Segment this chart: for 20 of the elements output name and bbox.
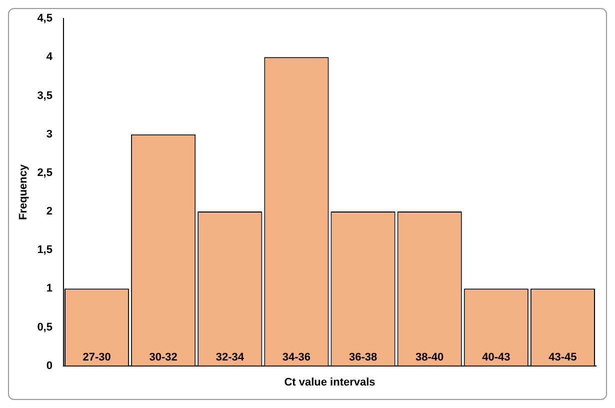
y-tick-label: 4,5 [37,12,52,25]
x-tick-label: 43-45 [548,351,577,364]
x-tick-label: 30-32 [149,351,178,364]
y-tick-label: 4 [46,51,54,64]
y-tick-label: 0,5 [37,321,52,334]
x-tick-label: 38-40 [416,351,444,364]
y-axis-title: Frequency [18,164,30,220]
x-tick-label: 32-34 [216,351,245,364]
y-tick-label: 3 [46,128,52,140]
y-tick-label: 3,5 [37,90,52,102]
y-tick-label: 2,5 [37,166,52,179]
y-tick-label: 1 [46,282,52,295]
x-axis-title: Ct value intervals [284,376,376,388]
x-tick-label: 34-36 [282,351,311,364]
x-tick-label: 40-43 [482,351,510,364]
x-tick-label: 36-38 [348,351,378,364]
y-tick-label: 1,5 [37,244,52,256]
x-tick-label: 27-30 [82,351,111,364]
y-tick-label: 2 [46,206,52,218]
y-tick-label: 0 [46,360,52,372]
